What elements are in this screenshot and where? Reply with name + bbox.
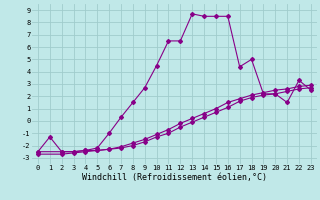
X-axis label: Windchill (Refroidissement éolien,°C): Windchill (Refroidissement éolien,°C) (82, 173, 267, 182)
